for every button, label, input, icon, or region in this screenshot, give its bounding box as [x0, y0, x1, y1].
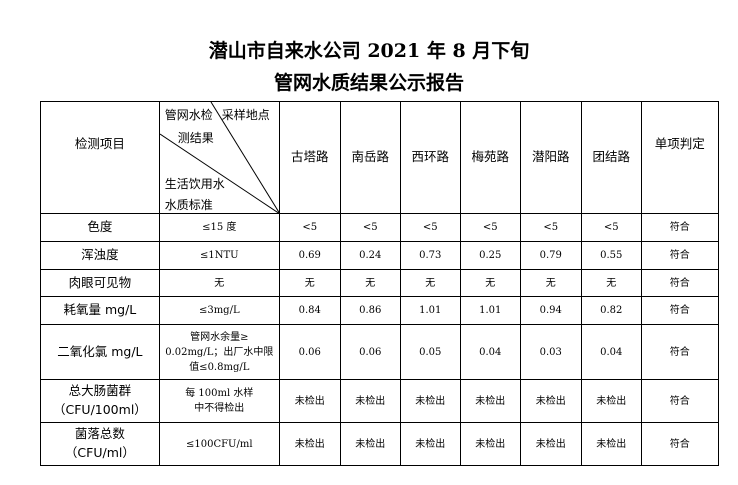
row-value: 未检出 [339, 379, 401, 423]
row-value: <5 [580, 213, 642, 242]
water-quality-table: 检测项目 管网水检 采样地点 测结果 生活饮用水 水质标准 古塔路 南岳路 西环… [40, 101, 719, 466]
row-value: 未检出 [519, 422, 582, 466]
row-value: <5 [399, 213, 461, 242]
row-value: 未检出 [580, 422, 642, 466]
row-value: 0.03 [519, 324, 582, 380]
row-value: 未检出 [459, 379, 521, 423]
row-standard: 无 [158, 269, 280, 297]
table-row: 菌落总数（CFU/ml） ≤100CFU/ml 未检出 未检出 未检出 未检出 未检出 未检出… [40, 422, 719, 466]
row-verdict: 符合 [640, 241, 719, 270]
row-value: 未检出 [339, 422, 401, 466]
row-value: 无 [519, 269, 582, 297]
table-row: 色度 ≤15 度 <5 <5 <5 <5 <5 <5 符合 [40, 213, 719, 242]
row-value: 未检出 [399, 422, 461, 466]
header-location: 西环路 [399, 101, 461, 214]
row-verdict: 符合 [640, 422, 719, 466]
row-standard: ≤100CFU/ml [158, 422, 280, 466]
header-row: 检测项目 管网水检 采样地点 测结果 生活饮用水 水质标准 古塔路 南岳路 西环… [40, 101, 719, 214]
row-value: 0.06 [339, 324, 401, 380]
row-item: 耗氧量 mg/L [40, 296, 160, 325]
diag-bot-a: 生活饮用水 [164, 177, 225, 191]
diagonal-lines [159, 102, 280, 214]
row-value: 无 [399, 269, 461, 297]
row-value: 未检出 [278, 422, 341, 466]
header-location: 南岳路 [339, 101, 401, 214]
row-value: 0.86 [339, 296, 401, 325]
row-verdict: 符合 [640, 213, 719, 242]
report-title-line1: 潜山市自来水公司 2021 年 8 月下旬 [208, 40, 530, 62]
row-item: 浑浊度 [40, 241, 160, 270]
row-value: 无 [278, 269, 341, 297]
row-value: 未检出 [580, 379, 642, 423]
header-diagonal-cell: 管网水检 采样地点 测结果 生活饮用水 水质标准 [158, 101, 280, 214]
header-location: 团结路 [580, 101, 642, 214]
row-value: 未检出 [459, 422, 521, 466]
row-value: 无 [580, 269, 642, 297]
row-standard: ≤3mg/L [158, 296, 280, 325]
row-item: 肉眼可见物 [40, 269, 160, 297]
row-standard: ≤1NTU [158, 241, 280, 270]
row-value: 0.79 [519, 241, 582, 270]
row-value: 0.73 [399, 241, 461, 270]
row-value: 1.01 [399, 296, 461, 325]
row-value: 0.69 [278, 241, 341, 270]
row-verdict: 符合 [640, 269, 719, 297]
row-value: 无 [339, 269, 401, 297]
row-value: 0.82 [580, 296, 642, 325]
row-value: 0.05 [399, 324, 461, 380]
table-row: 耗氧量 mg/L ≤3mg/L 0.84 0.86 1.01 1.01 0.94 0.82 符合 [40, 296, 719, 325]
row-item: 色度 [40, 213, 160, 242]
row-verdict: 符合 [640, 324, 719, 380]
row-value: 0.06 [278, 324, 341, 380]
row-value: <5 [459, 213, 521, 242]
header-item: 检测项目 [40, 101, 160, 214]
row-item: 总大肠菌群（CFU/100ml） [40, 379, 160, 423]
row-value: 未检出 [399, 379, 461, 423]
row-item: 二氧化氯 mg/L [40, 324, 160, 380]
row-verdict: 符合 [640, 379, 719, 423]
row-value: 0.04 [580, 324, 642, 380]
row-value: 未检出 [519, 379, 582, 423]
row-item: 菌落总数（CFU/ml） [40, 422, 160, 466]
table-row: 二氧化氯 mg/L 管网水余量≥ 0.02mg/L；出厂水中限值≤0.8mg/L 0… [40, 324, 719, 380]
row-value: <5 [278, 213, 341, 242]
row-value: 无 [459, 269, 521, 297]
header-location: 古塔路 [278, 101, 341, 214]
row-value: 未检出 [278, 379, 341, 423]
diag-bot-b: 水质标准 [164, 198, 213, 212]
row-standard: 管网水余量≥ 0.02mg/L；出厂水中限值≤0.8mg/L [158, 324, 280, 380]
table-row: 浑浊度 ≤1NTU 0.69 0.24 0.73 0.25 0.79 0.55 符合 [40, 241, 719, 270]
diag-mid: 测结果 [177, 131, 214, 145]
row-value: 0.94 [519, 296, 582, 325]
row-value: <5 [519, 213, 582, 242]
row-standard: 每 100ml 水样中不得检出 [158, 379, 280, 423]
table-row: 总大肠菌群（CFU/100ml）每 100ml 水样中不得检出 未检出 未检出 未检出… [40, 379, 719, 423]
table-row: 肉眼可见物无无无无无无无符合 [40, 269, 719, 297]
row-verdict: 符合 [640, 296, 719, 325]
header-verdict: 单项判定 [640, 101, 719, 214]
row-value: 0.55 [580, 241, 642, 270]
row-standard: ≤15 度 [158, 213, 280, 242]
row-value: 1.01 [459, 296, 521, 325]
row-value: 0.25 [459, 241, 521, 270]
diag-top-a: 管网水检 [164, 108, 213, 122]
report-title-line2: 管网水质结果公示报告 [273, 72, 464, 94]
diag-top-b: 采样地点 [221, 108, 270, 122]
row-value: 0.24 [339, 241, 401, 270]
row-value: 0.84 [278, 296, 341, 325]
row-value: <5 [339, 213, 401, 242]
header-location: 梅苑路 [459, 101, 521, 214]
header-location: 潜阳路 [519, 101, 582, 214]
row-value: 0.04 [459, 324, 521, 380]
